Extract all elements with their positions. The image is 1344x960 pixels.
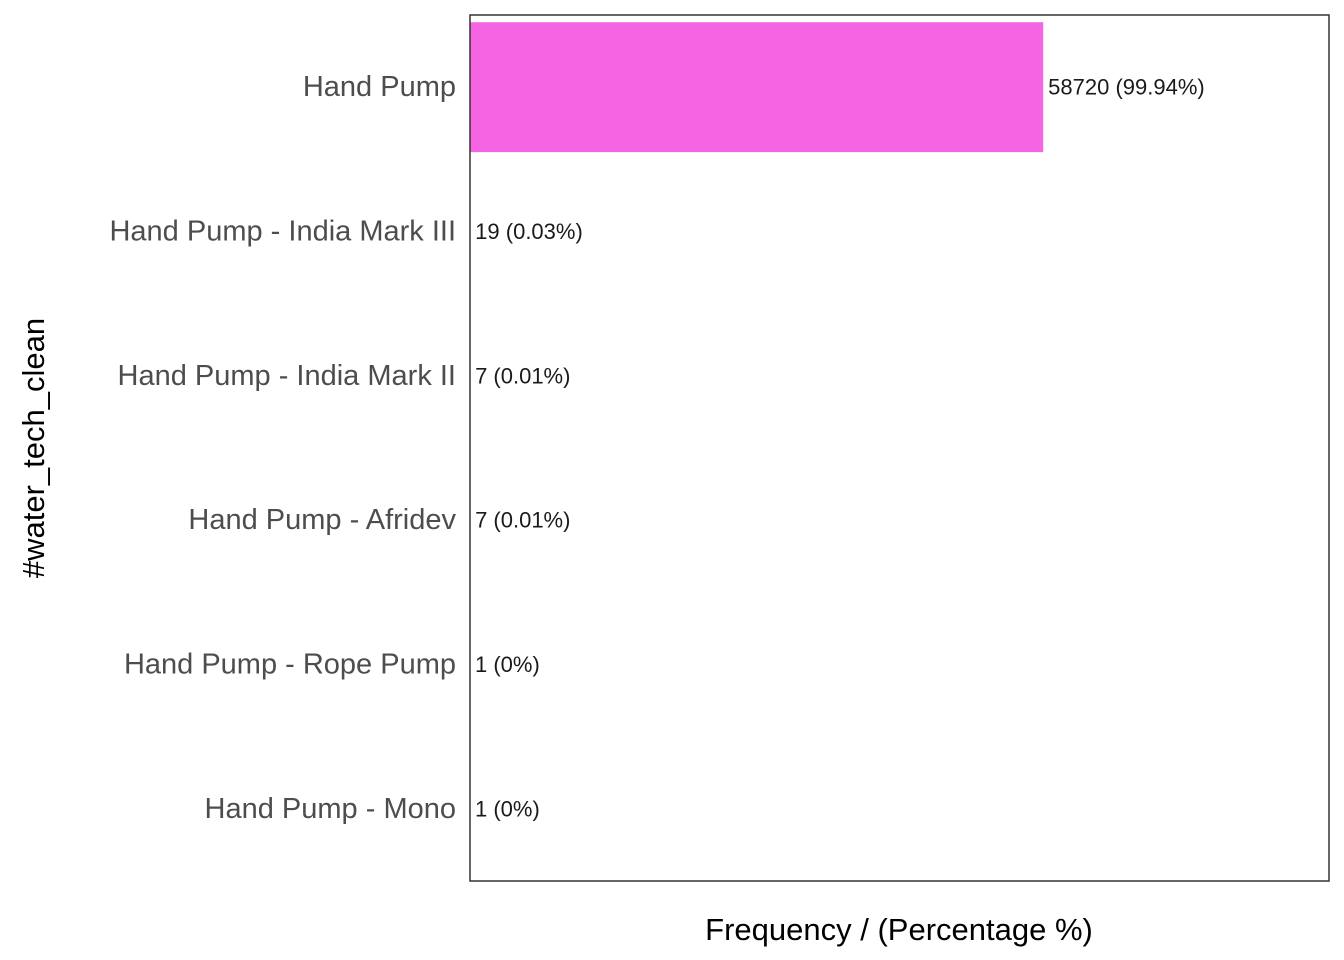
y-tick-label: Hand Pump - Mono (205, 793, 456, 825)
y-axis-title: #water_tech_clean (16, 318, 51, 578)
bar-value-label: 1 (0%) (475, 796, 540, 821)
plot-panel-border (469, 14, 1330, 882)
y-tick-labels-layer: Hand Pump Hand Pump - India Mark III Hand … (109, 71, 456, 825)
x-axis-title: Frequency / (Percentage %) (705, 912, 1093, 947)
bar-value-label: 58720 (99.94%) (1048, 75, 1205, 100)
bar-value-label: 7 (0.01%) (475, 363, 570, 388)
bar-value-label: 1 (0%) (475, 652, 540, 677)
bars-layer (470, 22, 1044, 874)
y-tick-label: Hand Pump (303, 71, 456, 103)
y-tick-label: Hand Pump - Rope Pump (124, 649, 456, 681)
y-tick-label: Hand Pump - Afridev (188, 504, 456, 536)
data-labels-layer: 58720 (99.94%) 19 (0.03%) 7 (0.01%) 7 (0.01… (475, 75, 1205, 822)
bar (470, 22, 1044, 153)
bar-value-label: 19 (0.03%) (475, 219, 583, 244)
y-tick-label: Hand Pump - India Mark II (118, 360, 456, 392)
y-tick-label: Hand Pump - India Mark III (109, 216, 456, 248)
plot-panel-background (470, 15, 1329, 881)
bar-value-label: 7 (0.01%) (475, 508, 570, 533)
